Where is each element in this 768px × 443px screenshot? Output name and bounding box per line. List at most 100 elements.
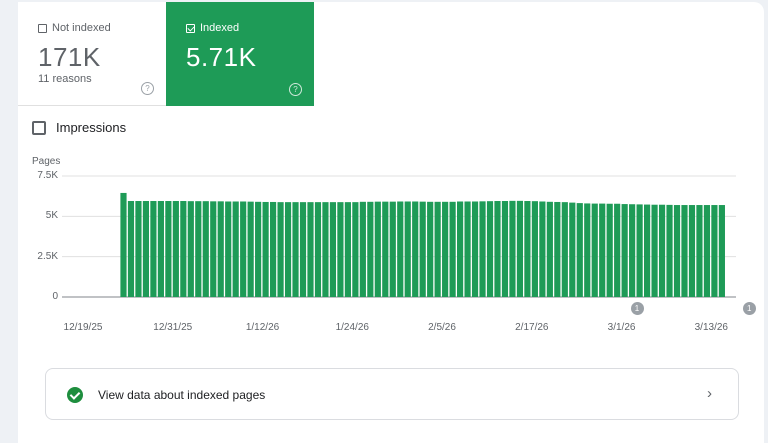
chart-bar[interactable] (688, 205, 696, 297)
chart-bar[interactable] (599, 203, 606, 297)
chart-bar[interactable] (546, 201, 553, 297)
chart-bar[interactable] (501, 201, 509, 297)
impressions-toggle[interactable]: Impressions (32, 120, 126, 135)
chart-bar[interactable] (352, 202, 359, 297)
chart-bar[interactable] (225, 201, 232, 297)
not-indexed-tile[interactable]: Not indexed 171K 11 reasons ? (18, 2, 166, 106)
chart-bar[interactable] (135, 201, 142, 297)
chart-bar[interactable] (554, 201, 561, 297)
chart-bar[interactable] (539, 201, 546, 297)
chart-bar[interactable] (591, 203, 598, 297)
chart-bar[interactable] (516, 200, 524, 297)
chart-bar[interactable] (172, 201, 179, 297)
indexed-tile[interactable]: Indexed 5.71K ? (166, 2, 314, 106)
chart-bar[interactable] (240, 201, 247, 297)
chart-bar[interactable] (277, 202, 284, 297)
chart-bar[interactable] (479, 201, 486, 297)
chart-bar[interactable] (322, 202, 329, 297)
chart-bar[interactable] (337, 202, 344, 297)
chart-bar[interactable] (614, 203, 621, 297)
chart-bar[interactable] (621, 204, 628, 297)
chart-bar[interactable] (524, 201, 531, 297)
annotation-marker[interactable]: 1 (630, 302, 644, 315)
not-indexed-count: 171K (38, 42, 101, 72)
x-tick-label: 3/1/26 (607, 322, 636, 333)
chart-bar[interactable] (471, 201, 479, 297)
chart-bar[interactable] (165, 201, 172, 297)
chart-bar[interactable] (464, 201, 471, 297)
not-indexed-checkbox[interactable] (38, 23, 47, 33)
indexed-checkbox[interactable] (186, 23, 195, 33)
chart-bar[interactable] (629, 204, 636, 297)
chart-bar[interactable] (217, 201, 224, 297)
chart-bar[interactable] (374, 201, 381, 297)
chart-bar[interactable] (569, 202, 576, 297)
chart-bar[interactable] (397, 201, 404, 297)
chart-bar[interactable] (644, 204, 651, 297)
chevron-right-icon: › (707, 385, 712, 402)
chart-bar[interactable] (681, 205, 688, 297)
chart-bar[interactable] (561, 202, 568, 297)
impressions-checkbox[interactable] (32, 120, 46, 135)
chart-bar[interactable] (703, 205, 711, 297)
chart-bar[interactable] (606, 203, 613, 297)
chart-bar[interactable] (696, 205, 703, 297)
help-icon[interactable]: ? (141, 82, 154, 95)
chart-bar[interactable] (180, 201, 187, 297)
chart-bar[interactable] (157, 201, 164, 297)
chart-bar[interactable] (584, 203, 591, 297)
x-tick-label: 2/17/26 (515, 322, 549, 333)
chart-bar[interactable] (576, 203, 583, 297)
chart-bar[interactable] (457, 201, 464, 297)
chart-bar[interactable] (344, 202, 351, 297)
chart-bar[interactable] (636, 204, 643, 297)
chart-bar[interactable] (187, 201, 194, 297)
chart-bar[interactable] (142, 201, 150, 297)
chart-bar[interactable] (247, 201, 254, 297)
chart-bar[interactable] (718, 205, 725, 297)
chart-bar[interactable] (202, 201, 209, 297)
chart-bar[interactable] (262, 201, 269, 297)
x-tick-label: 12/19/25 (63, 322, 103, 333)
chart-bar[interactable] (292, 202, 299, 297)
chart-bar[interactable] (359, 201, 366, 297)
annotation-marker[interactable]: 1 (742, 302, 756, 315)
chart-bar[interactable] (434, 201, 441, 297)
chart-bar[interactable] (389, 201, 396, 297)
chart-bar[interactable] (711, 205, 718, 297)
chart-bar[interactable] (299, 202, 307, 297)
chart-bar[interactable] (419, 201, 426, 297)
pages-chart: Pages 7.5K 5K 2.5K 0 12/19/25 12/31/25 1/12/2… (18, 152, 764, 342)
chart-bar[interactable] (442, 201, 449, 297)
chart-bar[interactable] (232, 201, 239, 297)
chart-bar[interactable] (494, 201, 501, 297)
view-indexed-pages-link[interactable]: View data about indexed pages › (45, 368, 739, 420)
chart-bar[interactable] (195, 201, 202, 297)
chart-bar[interactable] (120, 192, 127, 297)
chart-bar[interactable] (531, 201, 538, 297)
chart-bar[interactable] (412, 201, 419, 297)
chart-bar[interactable] (367, 201, 374, 297)
chart-bar[interactable] (127, 201, 135, 297)
chart-bar[interactable] (382, 201, 389, 297)
chart-bar[interactable] (284, 202, 292, 297)
chart-bar[interactable] (314, 202, 322, 297)
chart-bar[interactable] (651, 204, 658, 297)
chart-bar[interactable] (329, 202, 337, 297)
chart-bar[interactable] (255, 201, 262, 297)
chart-bar[interactable] (404, 201, 411, 297)
chart-bar[interactable] (270, 201, 277, 297)
chart-bar[interactable] (658, 204, 666, 297)
view-indexed-pages-label: View data about indexed pages (98, 388, 266, 402)
chart-bar[interactable] (673, 205, 681, 297)
chart-bar[interactable] (486, 201, 494, 297)
chart-bar[interactable] (210, 201, 217, 297)
chart-bar[interactable] (150, 201, 157, 297)
chart-bar[interactable] (666, 204, 673, 297)
chart-bar[interactable] (509, 200, 516, 297)
chart-bar[interactable] (307, 202, 314, 297)
help-icon[interactable]: ? (289, 83, 302, 96)
not-indexed-header: Not indexed (38, 22, 111, 34)
chart-bar[interactable] (427, 201, 434, 297)
chart-bar[interactable] (449, 201, 456, 297)
